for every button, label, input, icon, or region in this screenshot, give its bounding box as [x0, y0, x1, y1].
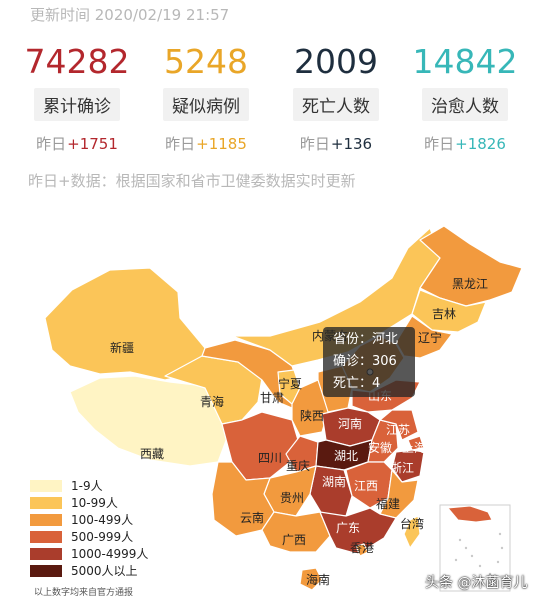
confirmed-yesterday-value: +1751 — [67, 135, 118, 153]
legend-label: 5000人以上 — [71, 564, 138, 578]
label-gansu: 甘肃 — [260, 391, 284, 405]
label-qinghai: 青海 — [200, 394, 224, 409]
province-xinjiang[interactable] — [44, 267, 206, 381]
province-guangdong[interactable] — [319, 507, 397, 555]
legend-item[interactable]: 10-99人 — [30, 494, 148, 511]
tooltip-province: 省份：河北 — [333, 332, 399, 347]
label-jilin: 吉林 — [432, 307, 456, 321]
map-legend: 1-9人 10-99人 100-499人 500-999人 1000-4999人… — [30, 477, 148, 579]
label-hunan: 湖南 — [322, 474, 346, 489]
cured-yesterday-label: 昨日 — [424, 135, 455, 153]
label-ningxia: 宁夏 — [278, 376, 302, 391]
deaths-count: 2009 — [294, 42, 378, 81]
label-heilongjiang: 黑龙江 — [452, 277, 488, 291]
legend-note: 以上数字均来自官方通报 — [34, 588, 134, 598]
legend-swatch — [30, 479, 62, 492]
province-xianggang[interactable] — [355, 543, 369, 557]
label-chongqing: 重庆 — [286, 459, 310, 473]
cured-label: 治愈人数 — [422, 88, 508, 121]
stat-suspected: 5248 疑似病例 昨日+1185 — [141, 40, 271, 154]
label-henan: 河南 — [338, 416, 362, 431]
province-xizang[interactable] — [69, 375, 231, 467]
update-time: 更新时间 2020/02/19 21:57 — [30, 6, 230, 24]
label-liaoning: 辽宁 — [418, 330, 442, 345]
legend-swatch — [30, 530, 62, 543]
confirmed-yesterday-label: 昨日 — [36, 135, 67, 153]
stat-deaths: 2009 死亡人数 昨日+136 — [271, 40, 401, 154]
legend-label: 100-499人 — [71, 513, 134, 527]
legend-item[interactable]: 100-499人 — [30, 511, 148, 528]
deaths-label: 死亡人数 — [293, 88, 379, 121]
deaths-yesterday-label: 昨日 — [299, 135, 330, 153]
suspected-count: 5248 — [164, 42, 248, 81]
legend-label: 500-999人 — [71, 530, 134, 544]
label-fujian: 福建 — [376, 496, 400, 511]
label-taiwan: 台湾 — [400, 516, 424, 531]
province-hunan[interactable] — [309, 465, 353, 517]
province-zhejiang[interactable] — [391, 449, 425, 483]
legend-swatch — [30, 547, 62, 560]
legend-item[interactable]: 1-9人 — [30, 477, 148, 494]
province-shanghai[interactable] — [407, 435, 425, 451]
province-tooltip: 省份：河北 确诊：306 死亡：4 — [323, 327, 415, 397]
china-map: 新疆 西藏 青海 甘肃 宁夏 内蒙古 黑龙江 吉林 辽宁 陕西 河南 山东 四川… — [44, 225, 523, 592]
province-jiangsu[interactable] — [379, 409, 419, 441]
label-hainan: 海南 — [306, 572, 330, 587]
legend-swatch — [30, 496, 62, 509]
inset-coast — [447, 505, 493, 523]
label-guangxi: 广西 — [282, 533, 306, 547]
confirmed-count: 74282 — [24, 42, 130, 81]
stat-cured: 14842 治愈人数 昨日+1826 — [400, 40, 530, 154]
label-xianggang: 香港 — [350, 541, 374, 555]
label-yunnan: 云南 — [240, 510, 264, 525]
label-hubei: 湖北 — [334, 448, 358, 463]
legend-item[interactable]: 500-999人 — [30, 528, 148, 545]
label-jiangsu: 江苏 — [386, 423, 410, 437]
tooltip-deaths: 死亡：4 — [333, 376, 381, 391]
legend-swatch — [30, 564, 62, 577]
label-xizang: 西藏 — [140, 447, 164, 461]
label-zhejiang: 浙江 — [390, 461, 414, 475]
inset-islands — [454, 532, 504, 576]
data-source-note: 昨日+数据：根据国家和省市卫健委数据实时更新 — [28, 172, 356, 190]
legend-label: 10-99人 — [71, 496, 118, 510]
legend-label: 1000-4999人 — [71, 547, 149, 561]
province-taiwan[interactable] — [403, 515, 421, 549]
label-anhui: 安徽 — [368, 440, 392, 455]
label-shanghai: 上海 — [402, 440, 426, 455]
label-sichuan: 四川 — [258, 451, 282, 465]
legend-item[interactable]: 1000-4999人 — [30, 545, 148, 562]
cured-yesterday-value: +1826 — [455, 135, 506, 153]
label-guangdong: 广东 — [336, 521, 360, 535]
confirmed-label: 累计确诊 — [34, 88, 120, 121]
suspected-label: 疑似病例 — [163, 88, 249, 121]
suspected-yesterday-value: +1185 — [196, 135, 247, 153]
legend-label: 1-9人 — [71, 479, 103, 493]
deaths-yesterday-value: +136 — [330, 135, 373, 153]
cured-count: 14842 — [412, 42, 518, 81]
label-shaanxi: 陕西 — [300, 408, 324, 423]
stats-panel: 74282 累计确诊 昨日+1751 5248 疑似病例 昨日+1185 200… — [0, 40, 537, 154]
label-xinjiang: 新疆 — [110, 340, 134, 355]
watermark: 头条 @沐菡育儿 — [425, 575, 528, 591]
suspected-yesterday-label: 昨日 — [165, 135, 196, 153]
legend-item[interactable]: 5000人以上 — [30, 562, 148, 579]
tooltip-confirmed: 确诊：306 — [333, 354, 397, 369]
label-guizhou: 贵州 — [280, 491, 304, 505]
stat-confirmed: 74282 累计确诊 昨日+1751 — [12, 40, 142, 154]
province-jilin[interactable] — [411, 289, 487, 333]
province-hainan[interactable] — [299, 567, 323, 591]
legend-swatch — [30, 513, 62, 526]
province-heilongjiang[interactable] — [419, 225, 523, 307]
label-jiangxi: 江西 — [354, 479, 378, 493]
